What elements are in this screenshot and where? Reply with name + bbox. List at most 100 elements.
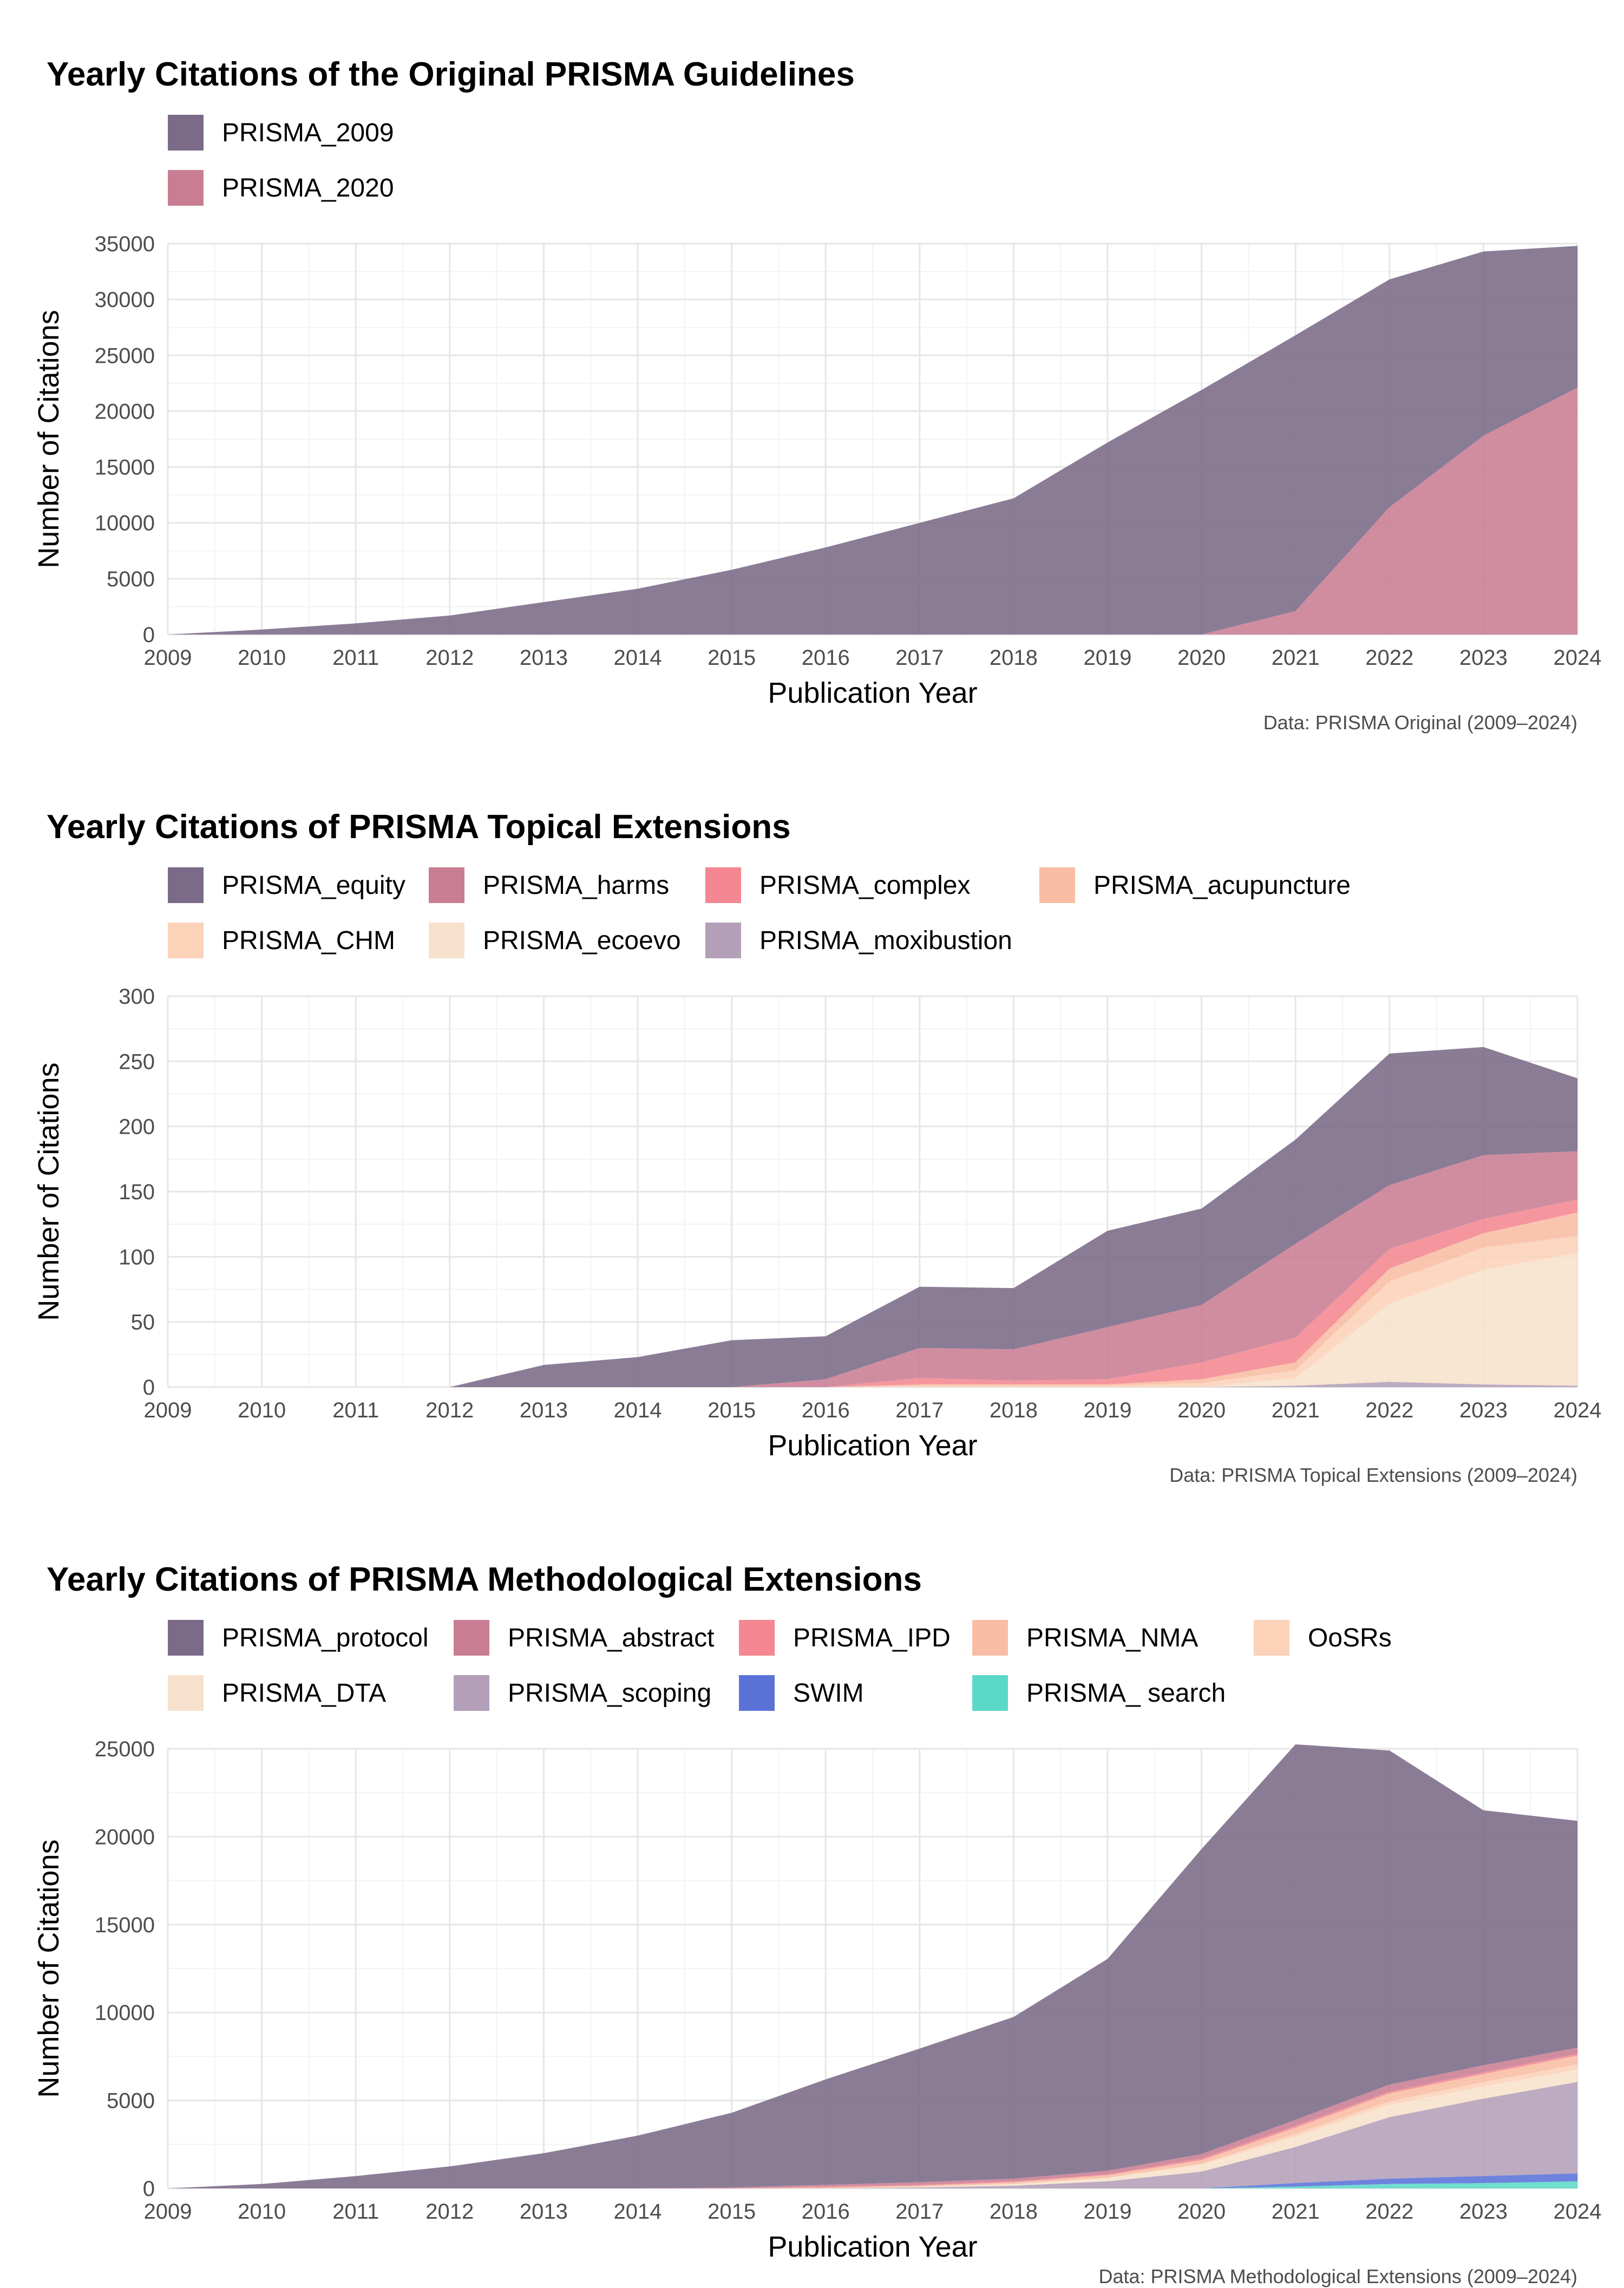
legend-swatch xyxy=(168,1675,204,1711)
legend-item: PRISMA_2020 xyxy=(168,170,394,206)
y-tick-label: 200 xyxy=(119,1115,155,1139)
x-tick-label: 2011 xyxy=(332,2200,379,2224)
y-tick-label: 0 xyxy=(143,2177,155,2201)
legend-swatch xyxy=(1039,867,1075,903)
x-tick-label: 2014 xyxy=(614,2200,662,2224)
areas xyxy=(168,1047,1577,1387)
x-tick-label: 2018 xyxy=(990,646,1038,670)
y-tick-label: 20000 xyxy=(95,1825,155,1849)
y-tick-label: 100 xyxy=(119,1245,155,1269)
x-tick-label: 2015 xyxy=(708,2200,756,2224)
legend-item: OoSRs xyxy=(1254,1620,1392,1656)
legend-label: OoSRs xyxy=(1308,1623,1392,1652)
x-tick-label: 2015 xyxy=(708,646,756,670)
x-tick-label: 2019 xyxy=(1084,646,1132,670)
legend-swatch xyxy=(972,1620,1008,1656)
x-tick-label: 2022 xyxy=(1365,2200,1413,2224)
x-tick-label: 2018 xyxy=(990,1398,1038,1422)
y-tick-label: 25000 xyxy=(95,344,155,368)
x-tick-label: 2016 xyxy=(802,2200,850,2224)
legend-item: SWIM xyxy=(739,1675,864,1711)
x-tick-label: 2013 xyxy=(520,1398,568,1422)
legend-label: PRISMA_complex xyxy=(759,871,971,900)
plot-area: 0 5000 10000 15000 20000 25000 30000 35000 2009 2… xyxy=(32,232,1601,709)
x-axis-label: Publication Year xyxy=(768,1429,977,1462)
y-tick-label: 250 xyxy=(119,1050,155,1074)
x-tick-label: 2024 xyxy=(1554,2200,1602,2224)
legend-item: PRISMA_scoping xyxy=(454,1675,711,1711)
y-tick-label: 30000 xyxy=(95,288,155,312)
x-tick-label: 2010 xyxy=(238,2200,286,2224)
y-tick-label: 10000 xyxy=(95,2001,155,2025)
y-axis-label: Number of Citations xyxy=(32,310,65,568)
y-tick-label: 15000 xyxy=(95,1913,155,1937)
legend-label: PRISMA_acupuncture xyxy=(1093,871,1351,900)
legend-swatch xyxy=(454,1675,489,1711)
legend-swatch xyxy=(705,923,741,958)
legend-label: PRISMA_ search xyxy=(1026,1678,1226,1708)
x-tick-label: 2014 xyxy=(614,646,662,670)
legend-label: PRISMA_abstract xyxy=(508,1623,715,1652)
x-tick-label: 2009 xyxy=(144,1398,192,1422)
legend-item: PRISMA_protocol xyxy=(168,1620,429,1656)
legend-swatch xyxy=(168,170,204,206)
x-tick-label: 2021 xyxy=(1272,2200,1320,2224)
legend-label: PRISMA_harms xyxy=(483,871,670,900)
chart-title: Yearly Citations of the Original PRISMA … xyxy=(47,56,855,93)
legend-item: PRISMA_ecoevo xyxy=(429,923,681,958)
area-prisma-nma xyxy=(168,2055,1577,2188)
legend-label: PRISMA_scoping xyxy=(508,1678,712,1708)
legend-swatch xyxy=(168,867,204,903)
area-oosrs xyxy=(168,2064,1577,2188)
legend-item: PRISMA_ search xyxy=(972,1675,1226,1711)
y-tick-label: 20000 xyxy=(95,400,155,423)
x-tick-label: 2017 xyxy=(895,646,944,670)
area-prisma-2009 xyxy=(168,246,1577,635)
legend-item: PRISMA_abstract xyxy=(454,1620,714,1656)
area-prisma-moxibustion xyxy=(168,1382,1577,1387)
x-tick-label: 2010 xyxy=(238,646,286,670)
x-tick-label: 2018 xyxy=(990,2200,1038,2224)
legend-swatch xyxy=(168,115,204,151)
chart-title: Yearly Citations of PRISMA Topical Exten… xyxy=(47,808,791,846)
legend-label: PRISMA_protocol xyxy=(222,1623,429,1652)
legend-swatch xyxy=(168,923,204,958)
chart-panel-original: Yearly Citations of the Original PRISMA … xyxy=(0,0,1624,753)
x-tick-label: 2020 xyxy=(1177,646,1226,670)
area-prisma-harms xyxy=(168,1151,1577,1387)
legend-label: PRISMA_2009 xyxy=(222,118,394,147)
legend-label: PRISMA_equity xyxy=(222,871,405,900)
y-axis-label: Number of Citations xyxy=(32,1839,65,2097)
areas xyxy=(168,1744,1577,2188)
legend-item: PRISMA_complex xyxy=(705,867,970,903)
legend-item: PRISMA_acupuncture xyxy=(1039,867,1351,903)
x-tick-label: 2013 xyxy=(520,646,568,670)
plot-area: 0 50 100 150 200 250 300 2009 2010 2011 2012 2013 20… xyxy=(32,985,1601,1462)
legend-item: PRISMA_NMA xyxy=(972,1620,1198,1656)
chart-panel-methodological: Yearly Citations of PRISMA Methodologica… xyxy=(0,1505,1624,2287)
x-tick-label: 2017 xyxy=(895,1398,944,1422)
x-tick-label: 2009 xyxy=(144,2200,192,2224)
x-tick-label: 2016 xyxy=(802,646,850,670)
y-tick-label: 5000 xyxy=(107,2089,155,2113)
legend-label: PRISMA_DTA xyxy=(222,1678,387,1708)
y-tick-label: 150 xyxy=(119,1180,155,1204)
legend-label: PRISMA_2020 xyxy=(222,173,394,202)
x-tick-label: 2023 xyxy=(1459,1398,1508,1422)
x-tick-label: 2013 xyxy=(520,2200,568,2224)
chart-caption: Data: PRISMA Topical Extensions (2009–20… xyxy=(1169,1464,1577,1486)
legend-label: PRISMA_NMA xyxy=(1026,1623,1199,1652)
y-tick-label: 5000 xyxy=(107,567,155,591)
x-tick-label: 2010 xyxy=(238,1398,286,1422)
x-tick-label: 2012 xyxy=(425,1398,474,1422)
legend-swatch xyxy=(972,1675,1008,1711)
legend-swatch xyxy=(429,923,464,958)
x-tick-label: 2023 xyxy=(1459,2200,1508,2224)
x-axis-label: Publication Year xyxy=(768,677,977,709)
legend-swatch xyxy=(739,1620,775,1656)
chart-caption: Data: PRISMA Original (2009–2024) xyxy=(1263,711,1577,734)
x-axis-label: Publication Year xyxy=(768,2231,977,2263)
x-tick-label: 2020 xyxy=(1177,1398,1226,1422)
chart-title: Yearly Citations of PRISMA Methodologica… xyxy=(47,1561,922,1598)
legend-item: PRISMA_2009 xyxy=(168,115,394,151)
